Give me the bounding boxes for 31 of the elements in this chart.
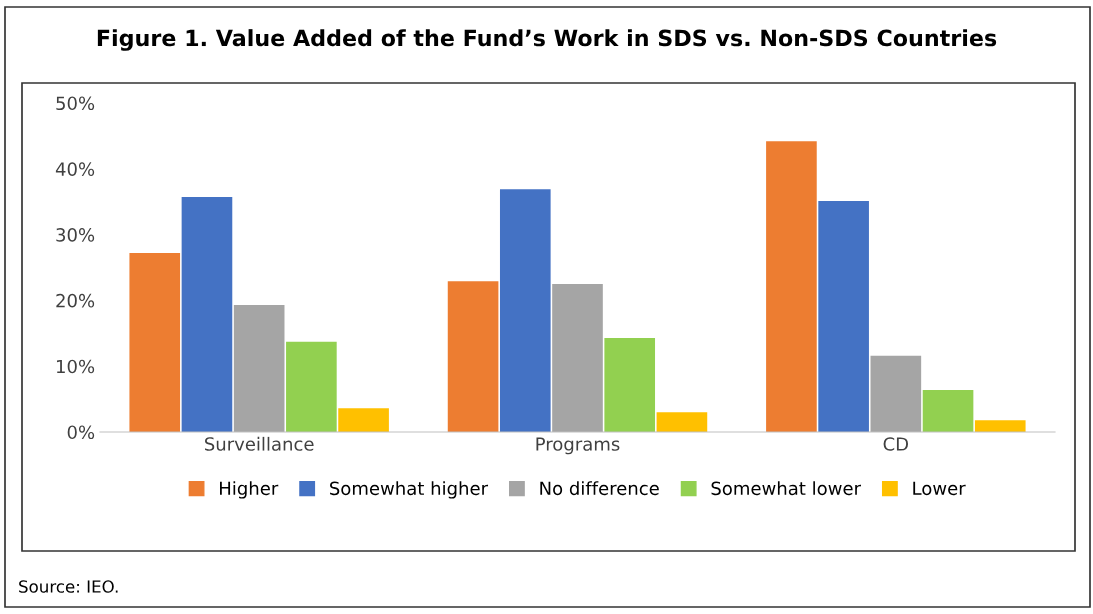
bar bbox=[286, 341, 337, 432]
bar bbox=[656, 412, 708, 432]
y-tick-label: 0% bbox=[67, 425, 95, 440]
source-note: Source: IEO. bbox=[19, 580, 118, 593]
bar bbox=[129, 253, 181, 432]
legend-label: Higher bbox=[220, 481, 279, 499]
bar bbox=[233, 305, 285, 432]
legend-label: Lower bbox=[913, 481, 966, 496]
chart-title: Figure 1. Value Added of the Fund’s Work in SDS vs. Non-SDS Countries bbox=[97, 29, 997, 51]
bar bbox=[974, 420, 1026, 432]
bar bbox=[447, 281, 499, 432]
y-tick-label: 30% bbox=[56, 228, 95, 242]
bar bbox=[766, 141, 817, 432]
legend-label: No difference bbox=[540, 481, 659, 496]
bar bbox=[818, 201, 869, 432]
y-tick-label: 10% bbox=[56, 359, 95, 374]
x-tick-label: Surveillance bbox=[205, 436, 314, 451]
y-tick-label: 40% bbox=[55, 162, 95, 176]
y-tick-label: 50% bbox=[56, 96, 95, 111]
x-tick-label: Programs bbox=[536, 437, 620, 455]
bar bbox=[870, 355, 922, 432]
bar bbox=[338, 408, 389, 432]
bar bbox=[181, 197, 233, 432]
y-tick-label: 20% bbox=[56, 293, 95, 308]
bar bbox=[922, 389, 974, 432]
legend-label: Somewhat lower bbox=[711, 481, 861, 496]
bar bbox=[499, 189, 551, 432]
bar bbox=[552, 283, 603, 432]
legend-label: Somewhat higher bbox=[330, 481, 489, 499]
x-tick-label: CD bbox=[883, 437, 909, 451]
bar bbox=[604, 337, 656, 432]
